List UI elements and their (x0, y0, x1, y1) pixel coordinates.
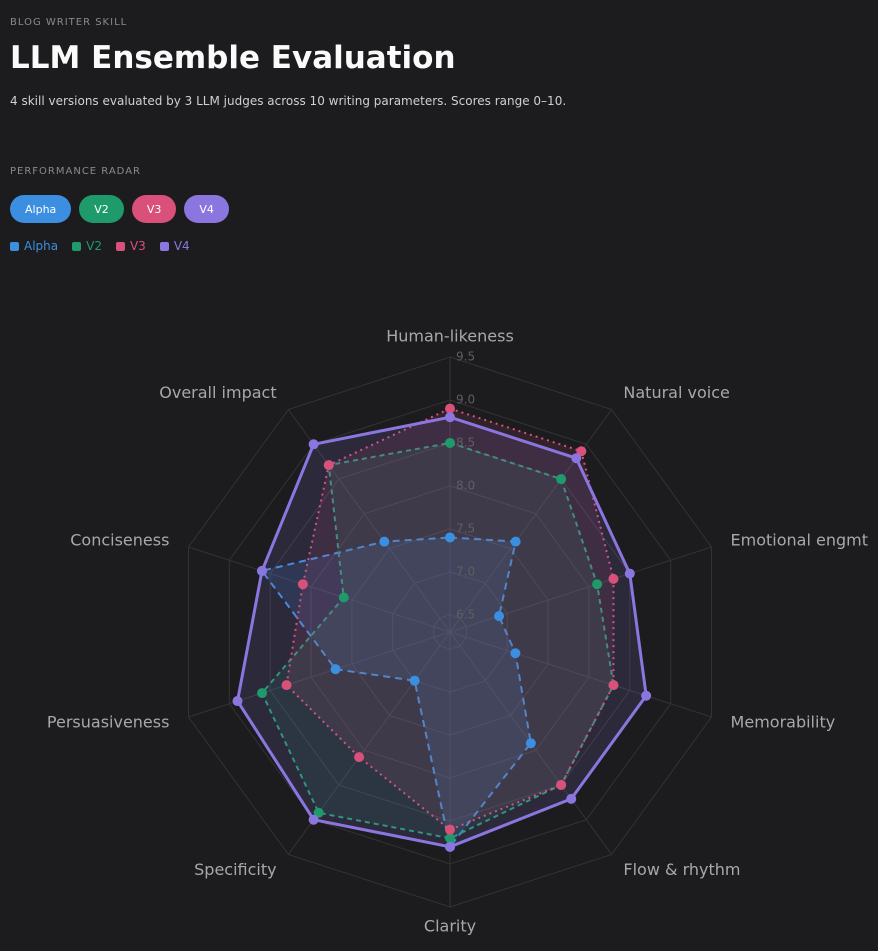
version-button[interactable]: Alpha (10, 195, 72, 223)
spoke (188, 631, 451, 718)
spoke (449, 546, 712, 633)
version-buttons: Alpha V2 V3 V4 (10, 195, 229, 223)
data-point (556, 474, 567, 485)
spoke (449, 631, 712, 718)
series-line (261, 441, 615, 840)
data-point (308, 814, 319, 825)
data-point (232, 696, 243, 707)
axis-label: Overall impact (159, 383, 276, 402)
data-point (556, 779, 567, 790)
data-point (257, 565, 268, 576)
data-point (608, 680, 619, 691)
data-point (281, 680, 292, 691)
data-point (308, 439, 319, 450)
data-point (445, 437, 455, 448)
data-point (494, 611, 505, 622)
spoke (188, 546, 451, 633)
version-button[interactable]: V2 (79, 195, 124, 223)
chart: 6.5 7.0 7.5 8.0 8.5 9.0 9.5 Human-likeness Natur… (47, 327, 868, 936)
page-title: LLM Ensemble Evaluation (10, 40, 456, 76)
legend-swatch (159, 241, 169, 251)
data-point (624, 568, 635, 579)
series-line (261, 536, 532, 848)
legend-item: V3 (115, 239, 146, 253)
data-point (525, 738, 536, 749)
data-point (445, 833, 455, 844)
section-label: PERFORMANCE RADAR (10, 166, 141, 177)
axis-label: Emotional engmt (731, 530, 868, 549)
data-point (641, 690, 652, 701)
data-point (330, 664, 341, 675)
data-point (323, 460, 334, 471)
spoke (449, 409, 613, 633)
legend-label: V4 (173, 239, 190, 253)
version-button[interactable]: V4 (184, 195, 229, 223)
axis-label: Conciseness (70, 530, 169, 549)
axis-label: Clarity (424, 917, 476, 936)
data-point (445, 412, 455, 423)
r-tick-label: 9.0 (456, 392, 475, 406)
legend-item: Alpha (10, 239, 58, 253)
data-point (445, 403, 455, 414)
data-point (257, 688, 268, 699)
axis-label: Flow & rhythm (623, 860, 740, 879)
data-point (445, 824, 455, 835)
data-point (576, 446, 587, 457)
legend-label: V3 (129, 239, 146, 253)
series-line (285, 407, 615, 831)
data-point (297, 579, 308, 590)
r-tick-label: 6.5 (456, 607, 475, 621)
data-point (313, 807, 324, 818)
legend-label: V2 (86, 239, 102, 253)
r-tick-label: 7.5 (456, 521, 475, 535)
legend-swatch (10, 241, 19, 251)
data-point (571, 453, 582, 464)
series-line (236, 415, 648, 849)
r-tick-label: 9.5 (456, 350, 475, 364)
legend-item: V2 (72, 239, 102, 253)
subtitle: 4 skill versions evaluated by 3 LLM judg… (10, 94, 567, 108)
data-point (379, 536, 390, 547)
data-point (592, 579, 603, 590)
data-point (510, 648, 521, 659)
legend-label: Alpha (24, 239, 59, 253)
data-point (566, 793, 577, 804)
eyebrow: BLOG WRITER SKILL (10, 17, 128, 28)
legend-item: V4 (159, 239, 190, 253)
data-point (510, 536, 521, 547)
data-point (409, 675, 420, 686)
r-tick-label: 7.0 (456, 564, 475, 578)
data-point (445, 841, 455, 852)
axis-label: Specificity (194, 860, 276, 879)
legend-swatch (115, 241, 125, 251)
r-tick-label: 8.0 (456, 478, 475, 492)
legend-swatch (72, 241, 82, 251)
data-point (354, 752, 365, 763)
r-tick-label: 8.5 (456, 435, 475, 449)
axis-label: Memorability (731, 713, 836, 732)
axis-label: Human-likeness (386, 327, 514, 346)
data-point (338, 592, 349, 603)
data-point (445, 532, 455, 543)
version-button[interactable]: V3 (131, 195, 177, 223)
axis-label: Natural voice (623, 383, 729, 402)
data-point (608, 573, 619, 584)
axis-label: Persuasiveness (47, 713, 170, 732)
legend: Alpha V2 V3 V4 (10, 239, 190, 253)
